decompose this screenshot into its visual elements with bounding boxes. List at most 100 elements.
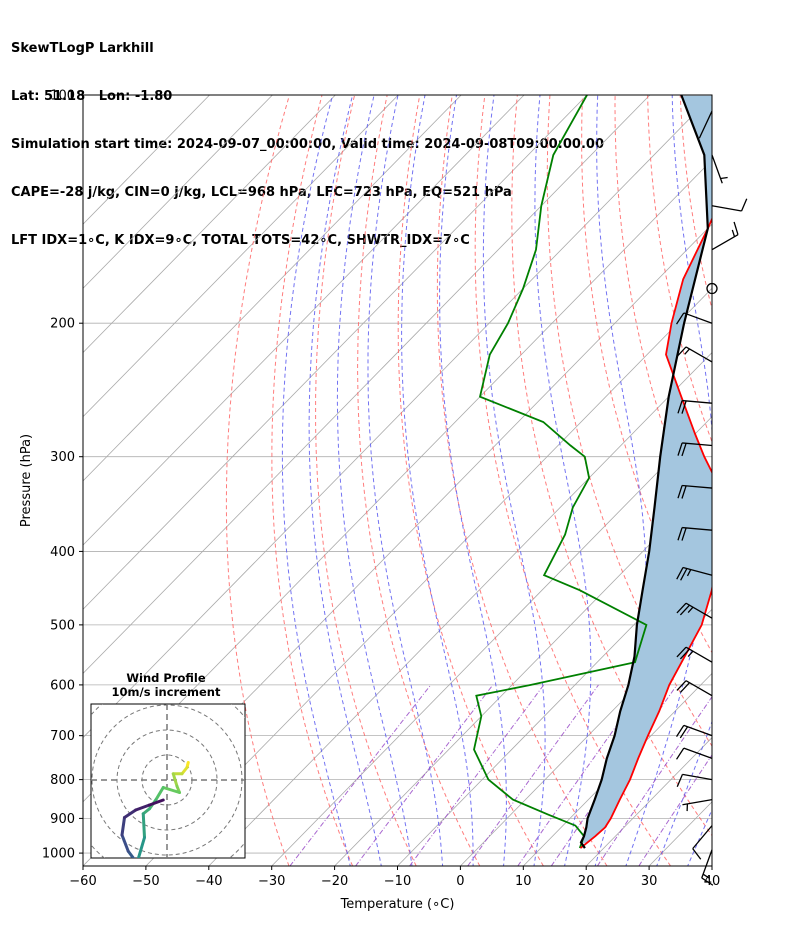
isotherm bbox=[145, 287, 712, 866]
calm-wind-marker bbox=[706, 282, 718, 295]
hodograph-segment bbox=[136, 836, 146, 858]
hodograph-segment bbox=[148, 798, 165, 807]
isotherm bbox=[83, 95, 588, 610]
isotherm bbox=[397, 544, 712, 866]
dewpoint-line bbox=[473, 95, 648, 849]
dry-adiabat bbox=[647, 95, 712, 444]
x-tick-label: −10 bbox=[384, 874, 411, 889]
y-tick-label: 900 bbox=[50, 812, 75, 827]
wind-barb bbox=[701, 849, 714, 886]
hodograph-segment bbox=[171, 772, 179, 788]
dry-adiabat bbox=[745, 96, 794, 866]
wind-barb bbox=[692, 825, 713, 860]
moist-adiabat bbox=[281, 95, 351, 866]
mixing-ratio-line bbox=[409, 684, 545, 866]
dry-adiabat bbox=[474, 95, 672, 866]
wind-barb bbox=[676, 346, 713, 363]
hodograph-title: Wind Profile bbox=[126, 671, 206, 685]
wind-barb bbox=[698, 110, 713, 139]
mixing-ratio-line bbox=[289, 684, 432, 866]
y-tick-label: 400 bbox=[50, 545, 75, 560]
moist-adiabat bbox=[625, 95, 712, 866]
dry-adiabat bbox=[271, 95, 354, 866]
wind-barb bbox=[676, 602, 713, 619]
dry-adiabat bbox=[397, 95, 544, 866]
y-tick-label: 700 bbox=[50, 729, 75, 744]
x-tick-label: −50 bbox=[132, 874, 159, 889]
wind-barb bbox=[682, 798, 713, 812]
hodograph-segment bbox=[136, 857, 140, 858]
x-tick-label: −40 bbox=[195, 874, 222, 889]
y-tick-label: 800 bbox=[50, 773, 75, 788]
hodograph-segment bbox=[120, 816, 126, 837]
x-tick-label: 20 bbox=[578, 874, 595, 889]
isotherm bbox=[83, 95, 336, 354]
moist-adiabat bbox=[439, 95, 507, 866]
dry-adiabat bbox=[357, 95, 481, 866]
dry-adiabat bbox=[546, 95, 712, 748]
moist-adiabat bbox=[534, 95, 592, 866]
chart-header: SkewTLogP Larkhill Lat: 51.18 Lon: -1.80… bbox=[11, 9, 604, 265]
isotherm bbox=[208, 351, 712, 866]
stability-line: CAPE=-28 j/kg, CIN=0 j/kg, LCL=968 hPa, … bbox=[11, 185, 512, 200]
isotherm bbox=[83, 95, 525, 546]
y-tick-label: 200 bbox=[50, 317, 75, 332]
wind-barb bbox=[676, 566, 713, 581]
wind-barb bbox=[711, 221, 739, 251]
isotherm bbox=[83, 95, 273, 289]
chart-title: SkewTLogP Larkhill bbox=[11, 41, 154, 56]
wind-barb bbox=[676, 680, 713, 697]
x-axis-label: Temperature (∘C) bbox=[340, 897, 455, 912]
hodograph-segment bbox=[141, 869, 159, 872]
x-tick-label: −60 bbox=[69, 874, 96, 889]
x-tick-label: −20 bbox=[321, 874, 348, 889]
wind-barbs bbox=[675, 110, 748, 886]
location-line: Lat: 51.18 Lon: -1.80 bbox=[11, 89, 173, 104]
mixing-ratio-line bbox=[596, 695, 712, 866]
isotherm bbox=[460, 608, 712, 866]
y-tick-label: 100 bbox=[50, 89, 75, 104]
x-tick-label: 10 bbox=[515, 874, 532, 889]
wind-barb bbox=[676, 773, 713, 787]
dry-adiabat bbox=[225, 95, 290, 866]
moist-adiabat bbox=[718, 95, 794, 868]
moist-adiabat bbox=[401, 95, 474, 866]
hodograph-segment bbox=[123, 808, 138, 819]
wind-barb bbox=[711, 154, 728, 184]
dry-adiabat bbox=[778, 96, 794, 866]
isotherm bbox=[83, 95, 651, 675]
moist-adiabat bbox=[482, 95, 546, 866]
mixing-ratio-line bbox=[638, 754, 712, 866]
isotherm bbox=[271, 416, 712, 866]
y-tick-label: 300 bbox=[50, 450, 75, 465]
temperature-line bbox=[579, 216, 712, 849]
isotherm bbox=[83, 95, 399, 418]
moist-adiabat bbox=[308, 95, 382, 866]
isotherm bbox=[711, 865, 712, 866]
wind-barb bbox=[677, 399, 713, 414]
y-tick-label: 1000 bbox=[42, 847, 75, 862]
cape-cin-fill bbox=[581, 95, 712, 844]
x-tick-label: 0 bbox=[456, 874, 464, 889]
y-tick-label: 600 bbox=[50, 678, 75, 693]
hodograph-segment bbox=[141, 812, 146, 839]
isotherm bbox=[334, 480, 712, 866]
hodograph-segment bbox=[134, 803, 151, 812]
moist-adiabat bbox=[687, 808, 712, 866]
mixing-ratio-line bbox=[355, 684, 494, 866]
wind-barb bbox=[677, 484, 713, 499]
hodograph-segment bbox=[126, 849, 136, 858]
wind-barb bbox=[677, 442, 713, 457]
moist-adiabat bbox=[656, 720, 712, 866]
hodograph-segment bbox=[120, 833, 130, 853]
dry-adiabat bbox=[713, 96, 794, 866]
x-tick-label: −30 bbox=[258, 874, 285, 889]
parcel-line bbox=[579, 95, 709, 849]
wind-barb bbox=[711, 198, 748, 212]
wind-barb bbox=[675, 312, 713, 325]
hodograph-subtitle: 10m/s increment bbox=[112, 685, 221, 699]
hodograph-segment bbox=[154, 786, 165, 802]
y-axis-label: Pressure (hPa) bbox=[19, 434, 34, 527]
